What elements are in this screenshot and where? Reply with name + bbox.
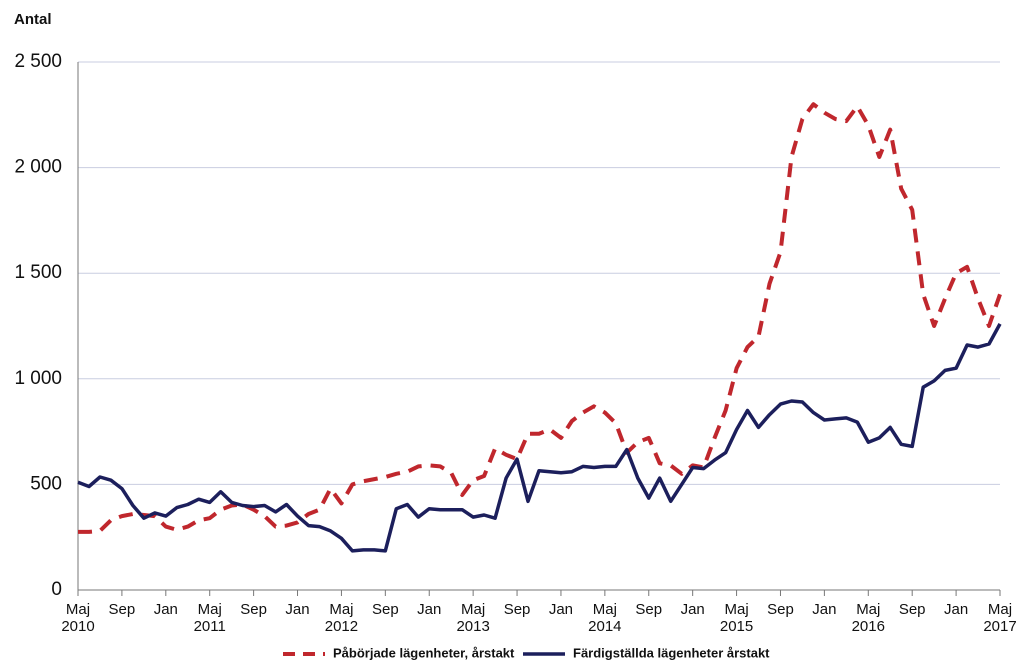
x-tick-label: Maj 2010 (61, 601, 94, 635)
legend-label: Färdigställda lägenheter årstakt (573, 645, 770, 660)
y-tick-label: 0 (51, 579, 62, 600)
data-line (78, 102, 1002, 534)
x-tick-label: Jan (154, 601, 178, 618)
y-tick-label: 2 000 (14, 157, 62, 178)
y-tick-label: 2 500 (14, 51, 62, 72)
x-tick-label: Sep (767, 601, 794, 618)
data-line (77, 323, 1002, 553)
x-tick-label: Sep (504, 601, 531, 618)
x-tick-label: Jan (681, 601, 705, 618)
x-tick-label: Sep (372, 601, 399, 618)
x-tick-label: Jan (417, 601, 441, 618)
x-tick-label: Sep (240, 601, 267, 618)
x-tick-label: Jan (549, 601, 573, 618)
x-tick-label: Jan (285, 601, 309, 618)
x-tick-label: Maj 2013 (456, 601, 489, 635)
y-axis-label: Antal (14, 11, 52, 28)
x-tick-label: Sep (635, 601, 662, 618)
x-tick-label: Maj 2014 (588, 601, 621, 635)
x-tick-label: Maj 2011 (194, 601, 226, 635)
x-tick-label: Maj 2017 (983, 601, 1016, 635)
x-tick-label: Maj 2016 (852, 601, 885, 635)
x-tick-label: Jan (944, 601, 968, 618)
y-tick-label: 1 500 (14, 262, 62, 283)
legend-label: Påbörjade lägenheter, årstakt (333, 645, 515, 660)
x-tick-label: Maj 2015 (720, 601, 753, 635)
y-tick-label: 500 (30, 473, 62, 494)
x-tick-label: Sep (109, 601, 136, 618)
x-tick-label: Maj 2012 (325, 601, 358, 635)
y-tick-label: 1 000 (14, 368, 62, 389)
x-tick-label: Sep (899, 601, 926, 618)
x-tick-label: Jan (812, 601, 836, 618)
